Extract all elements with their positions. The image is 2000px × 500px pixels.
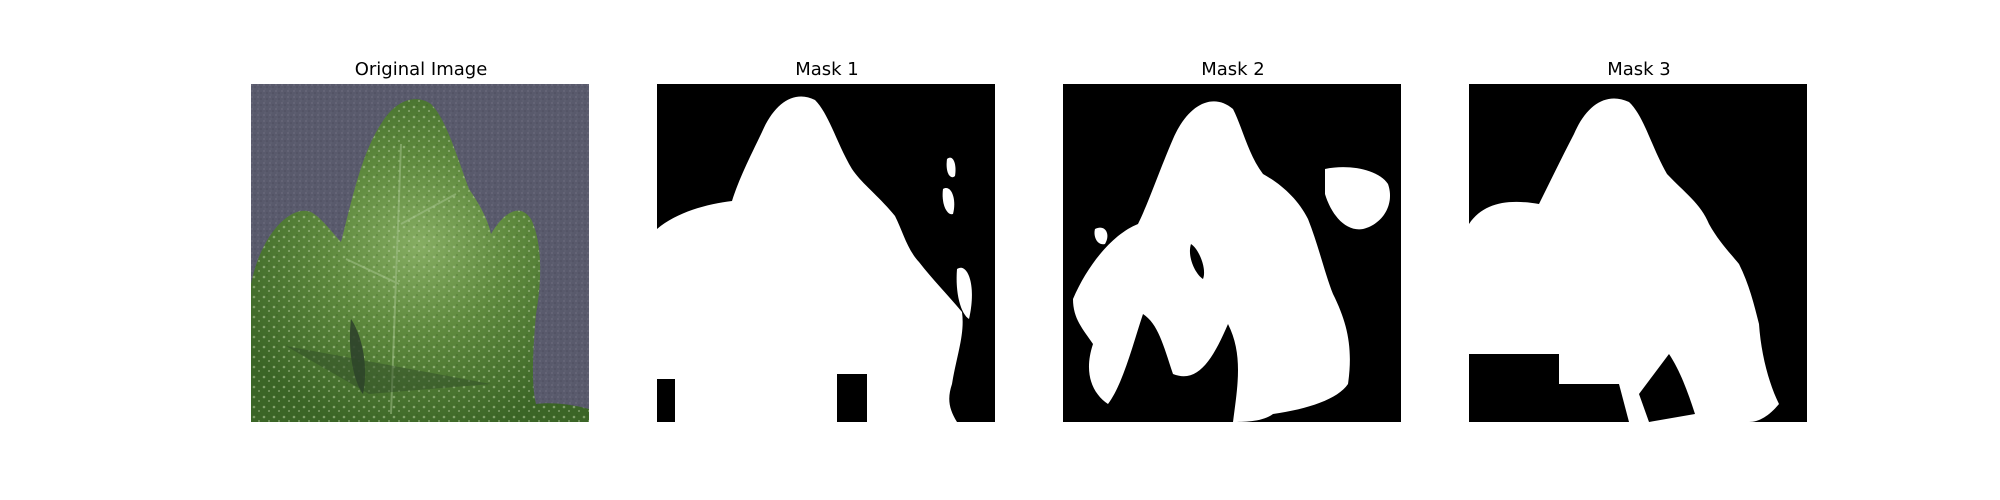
panel-title: Mask 2 xyxy=(1201,59,1265,80)
mask-region xyxy=(1469,98,1779,422)
mask-2-image xyxy=(1063,84,1401,422)
panel-title: Original Image xyxy=(354,59,488,80)
original-leaf-photo xyxy=(251,84,589,422)
mask-region xyxy=(1073,101,1350,422)
dark-lesion xyxy=(349,319,366,394)
panel-title: Mask 3 xyxy=(1607,59,1671,80)
panel-title: Mask 1 xyxy=(795,59,859,80)
mask-1-image xyxy=(657,84,995,422)
mask-3-image xyxy=(1469,84,1807,422)
mask-region xyxy=(657,96,963,422)
